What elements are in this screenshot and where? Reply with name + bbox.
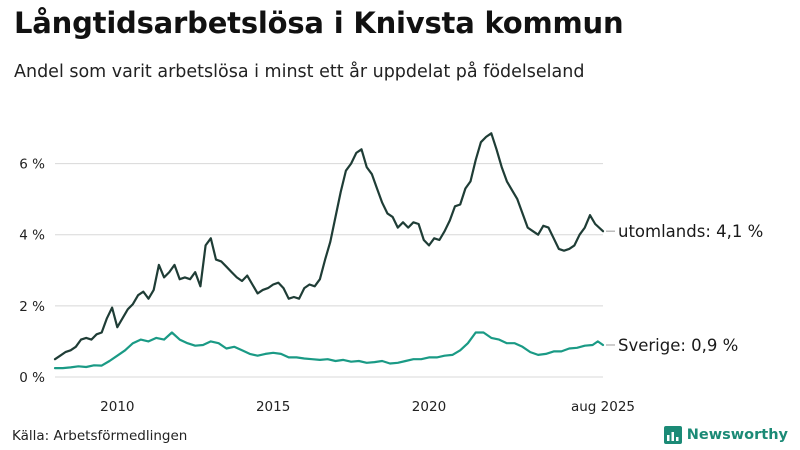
source-note: Källa: Arbetsförmedlingen <box>12 428 188 444</box>
y-tick-label: 4 % <box>19 228 45 244</box>
series-line-sverige <box>53 331 605 370</box>
newsworthy-logo-icon <box>663 426 682 444</box>
y-tick-label: 6 % <box>19 157 45 173</box>
x-tick-label: 2015 <box>256 399 290 415</box>
brand-name: Newsworthy <box>686 427 788 443</box>
series-line-utomlands <box>53 132 605 361</box>
series-end-label-sverige: Sverige: 0,9 % <box>618 336 738 355</box>
y-tick-label: 0 % <box>19 370 45 386</box>
chart-subtitle: Andel som varit arbetslösa i minst ett å… <box>14 62 585 82</box>
y-tick-label: 2 % <box>19 299 45 315</box>
brand-logo[interactable]: Newsworthy <box>663 426 788 444</box>
series-end-label-utomlands: utomlands: 4,1 % <box>618 222 763 241</box>
chart-title: Långtidsarbetslösa i Knivsta kommun <box>14 6 624 40</box>
x-tick-label: aug 2025 <box>571 399 635 415</box>
x-tick-label: 2020 <box>412 399 446 415</box>
x-tick-label: 2010 <box>100 399 134 415</box>
